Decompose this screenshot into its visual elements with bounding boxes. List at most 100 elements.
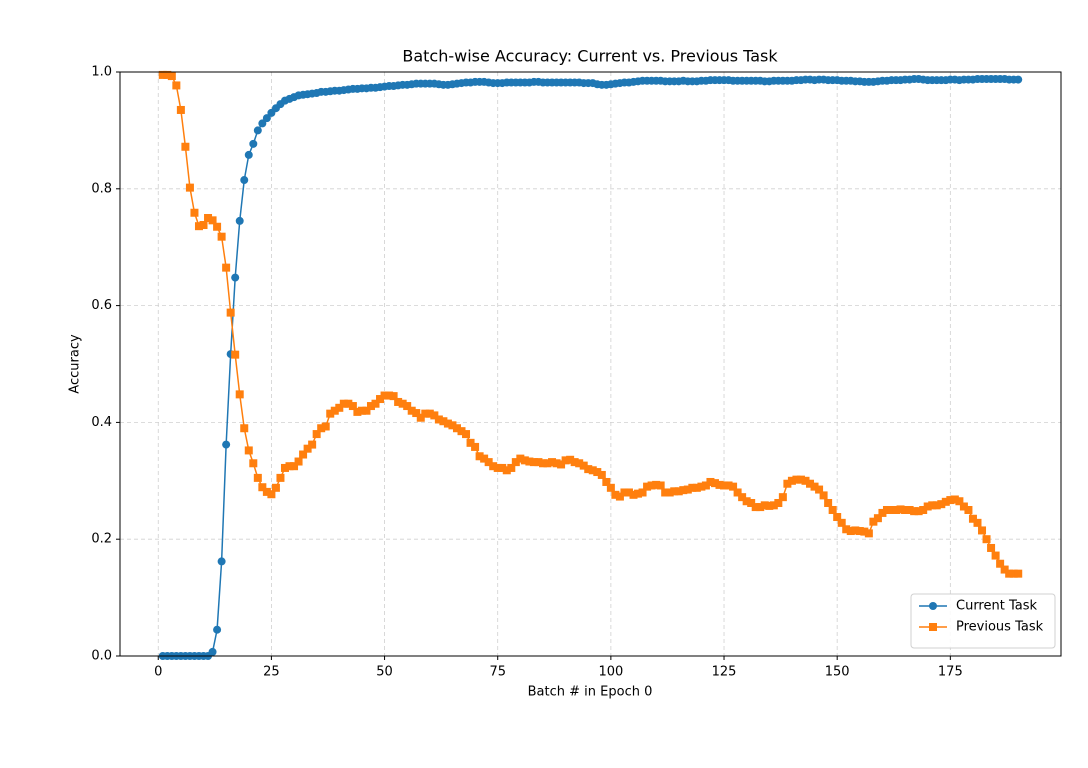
data-point <box>163 70 172 79</box>
chart-title: Batch-wise Accuracy: Current vs. Previou… <box>402 47 778 66</box>
data-point <box>706 477 715 486</box>
data-point <box>724 481 733 490</box>
data-point <box>348 402 357 411</box>
data-point <box>244 150 253 159</box>
data-point <box>615 492 624 501</box>
data-point <box>1000 565 1009 574</box>
data-point <box>249 139 258 148</box>
data-point <box>602 477 611 486</box>
data-point <box>738 493 747 502</box>
data-point <box>597 470 606 479</box>
data-point <box>552 459 561 468</box>
data-point <box>217 232 226 241</box>
y-tick-label: 0.0 <box>91 649 112 664</box>
data-point <box>280 463 289 472</box>
data-point <box>321 422 330 431</box>
y-tick-label: 1.0 <box>91 65 112 80</box>
data-point <box>484 458 493 467</box>
data-point <box>448 421 457 430</box>
data-point <box>561 456 570 465</box>
data-point <box>819 491 828 500</box>
data-point <box>557 460 566 469</box>
data-point <box>932 501 941 510</box>
data-point <box>362 406 371 415</box>
data-point <box>634 489 643 498</box>
data-point <box>493 463 502 472</box>
data-point <box>217 557 226 566</box>
data-point <box>299 450 308 459</box>
data-point <box>941 497 950 506</box>
data-point <box>751 503 760 512</box>
x-tick-label: 75 <box>489 665 506 680</box>
data-point <box>697 482 706 491</box>
y-tick-label: 0.8 <box>91 181 112 196</box>
data-point <box>824 498 833 507</box>
data-point <box>959 502 968 511</box>
data-point <box>996 559 1005 568</box>
x-axis-label: Batch # in Epoch 0 <box>528 685 653 700</box>
y-axis-label: Accuracy <box>68 334 83 394</box>
data-point <box>425 409 434 418</box>
data-point <box>253 473 262 482</box>
data-point <box>529 458 538 467</box>
data-point <box>240 176 249 185</box>
data-point <box>290 462 299 471</box>
data-point <box>190 208 199 217</box>
data-point <box>710 479 719 488</box>
data-point <box>312 430 321 439</box>
data-point <box>991 551 1000 560</box>
data-point <box>584 465 593 474</box>
data-point <box>914 507 923 516</box>
data-point <box>525 457 534 466</box>
data-point <box>385 391 394 400</box>
data-point <box>276 473 285 482</box>
data-point <box>308 440 317 449</box>
data-point <box>398 399 407 408</box>
data-point <box>253 126 262 135</box>
data-point <box>231 273 240 282</box>
data-point <box>462 430 471 439</box>
data-point <box>606 483 615 492</box>
data-point <box>919 506 928 514</box>
data-point <box>231 350 240 359</box>
x-tick-label: 150 <box>825 665 850 680</box>
data-point <box>679 486 688 495</box>
data-point <box>471 442 480 451</box>
data-point <box>548 458 557 467</box>
data-point <box>1014 569 1023 578</box>
data-point <box>222 440 231 449</box>
data-point <box>837 518 846 527</box>
data-point <box>353 407 362 416</box>
data-point <box>480 454 489 463</box>
data-point <box>172 81 181 90</box>
x-tick-label: 25 <box>263 665 280 680</box>
data-point <box>285 462 294 471</box>
data-point <box>258 119 267 128</box>
data-point <box>950 495 959 504</box>
data-point <box>194 222 203 231</box>
data-point <box>923 502 932 511</box>
legend-label: Current Task <box>956 599 1037 614</box>
data-point <box>1014 75 1023 84</box>
data-point <box>498 463 507 472</box>
data-point <box>796 475 805 484</box>
y-tick-label: 0.6 <box>91 298 112 313</box>
data-point <box>475 452 484 461</box>
data-point <box>439 417 448 426</box>
data-point <box>901 506 910 514</box>
data-point <box>326 409 335 418</box>
data-point <box>389 392 398 401</box>
data-point <box>882 506 891 514</box>
data-point <box>213 222 222 231</box>
x-tick-label: 0 <box>154 665 162 680</box>
data-point <box>783 479 792 488</box>
data-point <box>249 459 258 468</box>
data-point <box>946 496 955 505</box>
data-point <box>330 406 339 415</box>
data-point <box>864 529 873 538</box>
legend: Current Task Previous Task <box>910 593 1056 649</box>
data-point <box>692 483 701 492</box>
data-point <box>262 114 271 123</box>
data-point <box>294 457 303 466</box>
